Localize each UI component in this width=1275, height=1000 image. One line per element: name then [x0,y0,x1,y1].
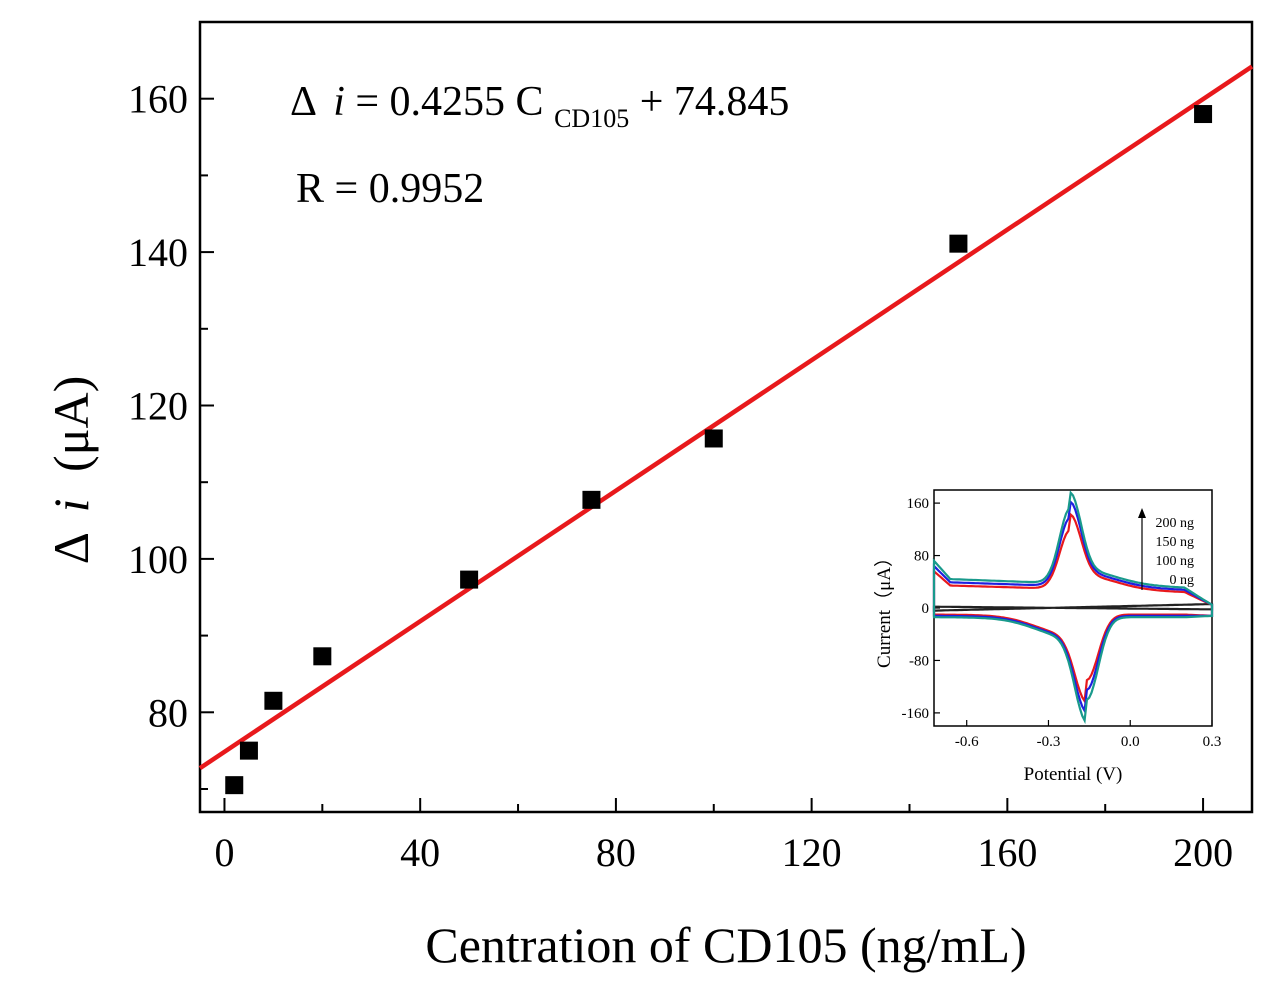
inset-legend-label: 100 ng [1156,554,1195,569]
inset-y-tick-label: 0 [922,601,930,617]
inset-x-tick-label: 0.0 [1121,734,1140,750]
data-point [313,647,332,666]
inset-chart: -0.6 -0.3 0.0 0.3 -160 -80 0 80 160 200 ng 150 ng… [873,489,1222,785]
inset-legend-label: 150 ng [1156,535,1195,550]
inset-cv-curve [932,490,1214,725]
inset-legend-label: 200 ng [1156,516,1195,531]
inset-y-tick-label: 160 [907,496,930,512]
y-axis-title: Δ i (μA) [43,376,99,565]
inset-x-tick-label: 0.3 [1203,734,1222,750]
inset-y-axis-title: Current（μA） [873,548,895,668]
inset-x-axis-title: Potential (V) [1024,764,1123,785]
data-point [239,741,258,760]
inset-legend-arrow-head [1138,508,1146,518]
y-tick-label: 80 [148,690,188,735]
y-tick-label: 120 [128,383,188,428]
main-plot-frame [198,20,1254,814]
y-tick-label: 140 [128,230,188,275]
equation-annotation: Δ i = 0.4255 C CD105 + 74.845 [290,79,789,137]
fit-line-group [198,64,1254,771]
x-tick-label: 120 [782,830,842,875]
inset-axis-ticks: -0.6 -0.3 0.0 0.3 -160 -80 0 80 160 [902,496,1222,750]
inset-y-tick-label: -160 [902,706,930,722]
inset-cv-curves [932,490,1214,725]
data-point [225,776,244,795]
r-value-annotation: R = 0.9952 [296,166,484,212]
inset-legend: 200 ng 150 ng 100 ng 0 ng [1138,508,1194,590]
x-tick-label: 40 [400,830,440,875]
inset-y-tick-label: 80 [914,549,929,565]
data-point [460,570,479,589]
x-tick-label: 200 [1173,830,1233,875]
data-point [582,490,601,509]
inset-x-tick-label: -0.6 [955,734,979,750]
main-axis-ticks: 0 40 80 120 160 200 80 100 120 140 160 [128,21,1233,875]
x-tick-label: 80 [596,830,636,875]
data-point [949,234,968,253]
data-point [264,691,283,710]
inset-x-tick-label: -0.3 [1037,734,1061,750]
y-tick-label: 100 [128,537,188,582]
x-axis-title: Centration of CD105 (ng/mL) [425,917,1026,973]
inset-y-tick-label: -80 [909,653,929,669]
linear-fit-line [198,64,1254,771]
data-point [1194,105,1213,124]
inset-legend-label: 0 ng [1170,573,1195,588]
data-point [704,429,723,448]
y-tick-label: 160 [128,77,188,122]
x-tick-label: 160 [977,830,1037,875]
data-points [225,105,1213,795]
x-tick-label: 0 [214,830,234,875]
